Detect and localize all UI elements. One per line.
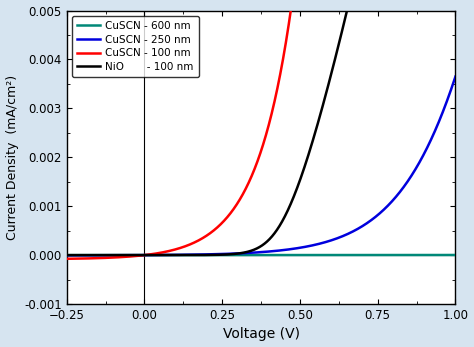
- NiO       - 100 nm: [64, 253, 70, 257]
- CuSCN - 600 nm: [230, 253, 236, 257]
- Y-axis label: Current Density  (mA/cm²): Current Density (mA/cm²): [6, 75, 18, 240]
- CuSCN - 250 nm: [445, 96, 451, 101]
- CuSCN - 250 nm: [131, 253, 137, 257]
- CuSCN - 100 nm: [213, 227, 219, 231]
- CuSCN - 250 nm: [213, 252, 219, 256]
- NiO       - 100 nm: [230, 252, 236, 256]
- CuSCN - 600 nm: [453, 253, 458, 257]
- CuSCN - 100 nm: [230, 208, 236, 212]
- NiO       - 100 nm: [131, 253, 137, 257]
- CuSCN - 600 nm: [445, 253, 451, 257]
- CuSCN - 600 nm: [108, 253, 114, 257]
- CuSCN - 250 nm: [64, 253, 70, 257]
- Legend: CuSCN - 600 nm, CuSCN - 250 nm, CuSCN - 100 nm, NiO       - 100 nm: CuSCN - 600 nm, CuSCN - 250 nm, CuSCN - …: [72, 16, 199, 77]
- CuSCN - 100 nm: [108, 255, 114, 260]
- CuSCN - 250 nm: [403, 182, 409, 186]
- CuSCN - 600 nm: [64, 253, 70, 257]
- CuSCN - 600 nm: [131, 253, 137, 257]
- Line: CuSCN - 100 nm: CuSCN - 100 nm: [67, 0, 456, 259]
- CuSCN - 100 nm: [64, 257, 70, 261]
- CuSCN - 600 nm: [213, 253, 219, 257]
- NiO       - 100 nm: [213, 253, 219, 257]
- CuSCN - 250 nm: [453, 75, 458, 79]
- CuSCN - 100 nm: [131, 254, 137, 258]
- X-axis label: Voltage (V): Voltage (V): [223, 328, 300, 341]
- NiO       - 100 nm: [108, 253, 114, 257]
- CuSCN - 250 nm: [108, 253, 114, 257]
- CuSCN - 600 nm: [403, 253, 409, 257]
- Line: CuSCN - 250 nm: CuSCN - 250 nm: [67, 77, 456, 255]
- CuSCN - 250 nm: [230, 252, 236, 256]
- Line: NiO       - 100 nm: NiO - 100 nm: [67, 0, 456, 255]
